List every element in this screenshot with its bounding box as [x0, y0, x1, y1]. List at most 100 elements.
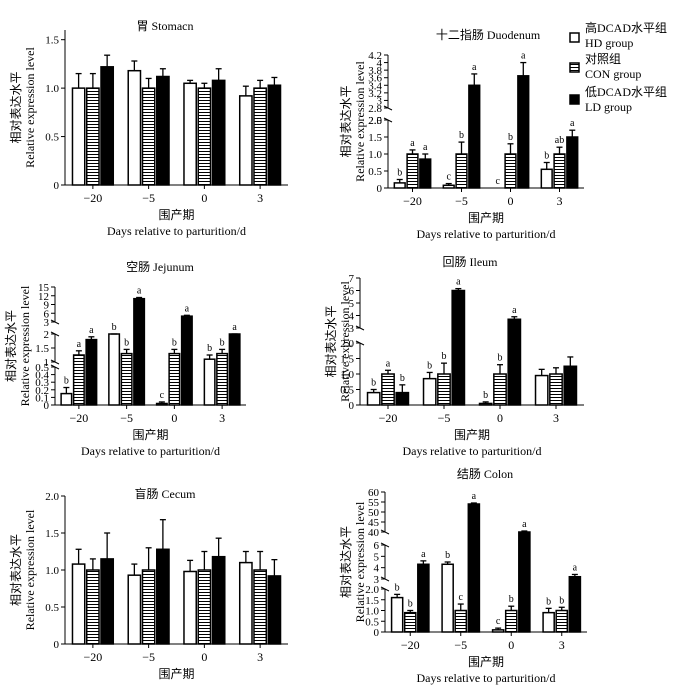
- y-tick-label: 0.5: [35, 362, 49, 374]
- significance-letter: b: [400, 373, 405, 384]
- bar-con: [120, 352, 133, 406]
- panel-title: 盲肠 Cecum: [135, 486, 197, 501]
- y-tick-label: 0.2: [35, 385, 49, 397]
- bar-ld: [100, 558, 115, 645]
- panel-2: 十二指肠 Duodenum00.51.01.52.02.52.833.23.43…: [339, 27, 584, 241]
- bar-con: [493, 373, 507, 406]
- bar-con: [85, 569, 100, 645]
- bar-ld: [467, 503, 481, 633]
- y-tick-label: 7: [349, 273, 355, 285]
- significance-letter: a: [410, 138, 415, 149]
- y-axis-label-en: Relative expression level: [23, 47, 37, 168]
- bar-hd: [203, 358, 216, 406]
- y-tick-label: 0.5: [45, 602, 59, 614]
- x-tick-label: −5: [438, 411, 451, 425]
- y-tick-label: 0.4: [35, 370, 49, 382]
- bar-ld: [211, 79, 226, 186]
- significance-letter: a: [456, 277, 461, 288]
- significance-letter: c: [446, 172, 451, 183]
- significance-letter: b: [508, 132, 513, 143]
- bar-con: [555, 609, 569, 633]
- y-axis-label-en: Relative expression level: [23, 509, 37, 630]
- panel-5: 盲肠 Cecum 0 0.5 1.0 1.5 2.0 −20 −5 0 3 围产期 Days rela…: [9, 486, 288, 686]
- significance-letter: ab: [555, 135, 564, 146]
- y-tick-label: 0.5: [340, 385, 354, 397]
- bar-hd: [183, 82, 197, 186]
- panel-4: 回肠 Ileum00.51.01.52.034567−20bab−5bba0bb…: [324, 255, 584, 458]
- panel-3: 空肠 Jejunum00.10.20.30.40.511.523691215−2…: [4, 260, 246, 458]
- panel-title: 空肠 Jejunum: [126, 260, 194, 274]
- legend-label-hd-cn: 高DCAD水平组: [585, 20, 667, 35]
- bar-con: [197, 87, 212, 186]
- bar-hd: [60, 392, 73, 406]
- bar-ld: [85, 338, 98, 406]
- y-tick-label: 3.4: [368, 80, 382, 92]
- bar-con: [455, 153, 468, 189]
- y-tick-label: 9: [44, 300, 50, 312]
- bar-con: [168, 352, 181, 406]
- y-tick-label: 0: [54, 639, 60, 651]
- legend: 高DCAD水平组 HD group 对照组 CON group 低DCAD水平组…: [569, 20, 667, 114]
- x-axis-label-cn: 围产期: [468, 211, 504, 225]
- x-tick-label: −20: [403, 194, 422, 208]
- bar-hd: [71, 87, 86, 186]
- y-tick-label: 1.0: [45, 565, 59, 577]
- bar-ld: [563, 365, 578, 406]
- bar-ld: [211, 555, 226, 645]
- y-axis-label-en: Relative expression level: [353, 501, 367, 622]
- significance-letter: b: [220, 337, 225, 348]
- bar-con: [197, 569, 212, 645]
- bar-hd: [422, 377, 437, 406]
- y-tick-label: 45: [368, 517, 380, 529]
- significance-letter: b: [498, 353, 503, 364]
- y-tick-label: 1.5: [365, 595, 379, 607]
- significance-letter: b: [112, 322, 117, 333]
- panel-6: 结肠 Colon00.51.01.52.034564045505560−20bb…: [339, 467, 587, 685]
- bar-ld: [100, 66, 115, 186]
- bar-ld: [517, 75, 530, 189]
- x-tick-label: −5: [142, 650, 155, 664]
- significance-letter: b: [483, 390, 488, 401]
- significance-letter: c: [160, 390, 165, 401]
- significance-letter: b: [445, 550, 450, 561]
- significance-letter: b: [408, 599, 413, 610]
- x-axis-label-cn: 围产期: [454, 428, 490, 442]
- y-tick-label: 0.1: [35, 392, 49, 404]
- significance-letter: a: [137, 286, 142, 297]
- bar-hd: [441, 563, 454, 633]
- significance-letter: b: [371, 378, 376, 389]
- y-tick-label: 0: [349, 400, 355, 412]
- x-tick-label: 3: [219, 411, 225, 425]
- significance-letter: a: [185, 303, 190, 314]
- significance-letter: b: [207, 343, 212, 354]
- y-axis-label-cn: 相对表达水平: [339, 85, 353, 157]
- legend-swatch-hd: [569, 32, 580, 43]
- x-axis-label-en: Days relative to parturition/d: [107, 224, 246, 238]
- x-tick-label: 3: [559, 638, 565, 652]
- bar-ld: [518, 531, 531, 633]
- x-axis-label-en: Days relative to parturition/d: [107, 683, 246, 686]
- y-tick-label: 4: [377, 58, 383, 70]
- x-axis-label-cn: 围产期: [132, 428, 168, 442]
- y-axis-label-en: Relative expression level: [338, 281, 352, 402]
- x-tick-label: 0: [508, 638, 514, 652]
- legend-item-con: 对照组 CON group: [569, 52, 641, 81]
- y-tick-label: 50: [368, 507, 380, 519]
- y-tick-label: 2.8: [368, 103, 382, 115]
- significance-letter: b: [459, 130, 464, 141]
- y-tick-label: 40: [368, 527, 380, 539]
- y-tick-label: 3: [349, 323, 355, 335]
- bar-hd: [393, 182, 406, 189]
- bar-ld: [451, 289, 466, 406]
- y-tick-label: 2.0: [365, 584, 379, 596]
- y-tick-label: 1: [44, 357, 50, 369]
- significance-letter: b: [546, 596, 551, 607]
- significance-letter: b: [397, 168, 402, 179]
- significance-letter: b: [172, 337, 177, 348]
- bar-con: [406, 153, 419, 189]
- y-tick-label: 1.5: [368, 132, 382, 144]
- y-tick-label: 5: [349, 298, 355, 310]
- significance-letter: c: [496, 616, 501, 627]
- x-tick-label: −5: [120, 411, 133, 425]
